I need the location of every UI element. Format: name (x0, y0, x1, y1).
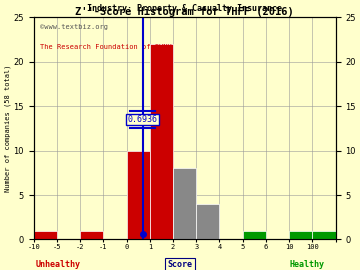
Bar (127, 151, 150, 239)
Text: Industry: Property & Casualty Insurance: Industry: Property & Casualty Insurance (87, 4, 282, 13)
Bar (312, 231, 336, 239)
Text: The Research Foundation of SUNY: The Research Foundation of SUNY (40, 44, 171, 50)
Bar (150, 44, 173, 239)
Bar (34, 231, 57, 239)
Bar (80, 231, 103, 239)
Y-axis label: Number of companies (58 total): Number of companies (58 total) (4, 65, 11, 192)
Title: Z''-Score Histogram for THFF (2016): Z''-Score Histogram for THFF (2016) (75, 7, 294, 17)
Text: ©www.textbiz.org: ©www.textbiz.org (40, 24, 108, 30)
Bar (173, 168, 196, 239)
Bar (289, 231, 312, 239)
Text: Healthy: Healthy (289, 260, 324, 269)
Text: Unhealthy: Unhealthy (36, 260, 81, 269)
Bar (243, 231, 266, 239)
Text: 0.6936: 0.6936 (128, 115, 158, 124)
Bar (196, 204, 220, 239)
Text: Score: Score (167, 260, 193, 269)
